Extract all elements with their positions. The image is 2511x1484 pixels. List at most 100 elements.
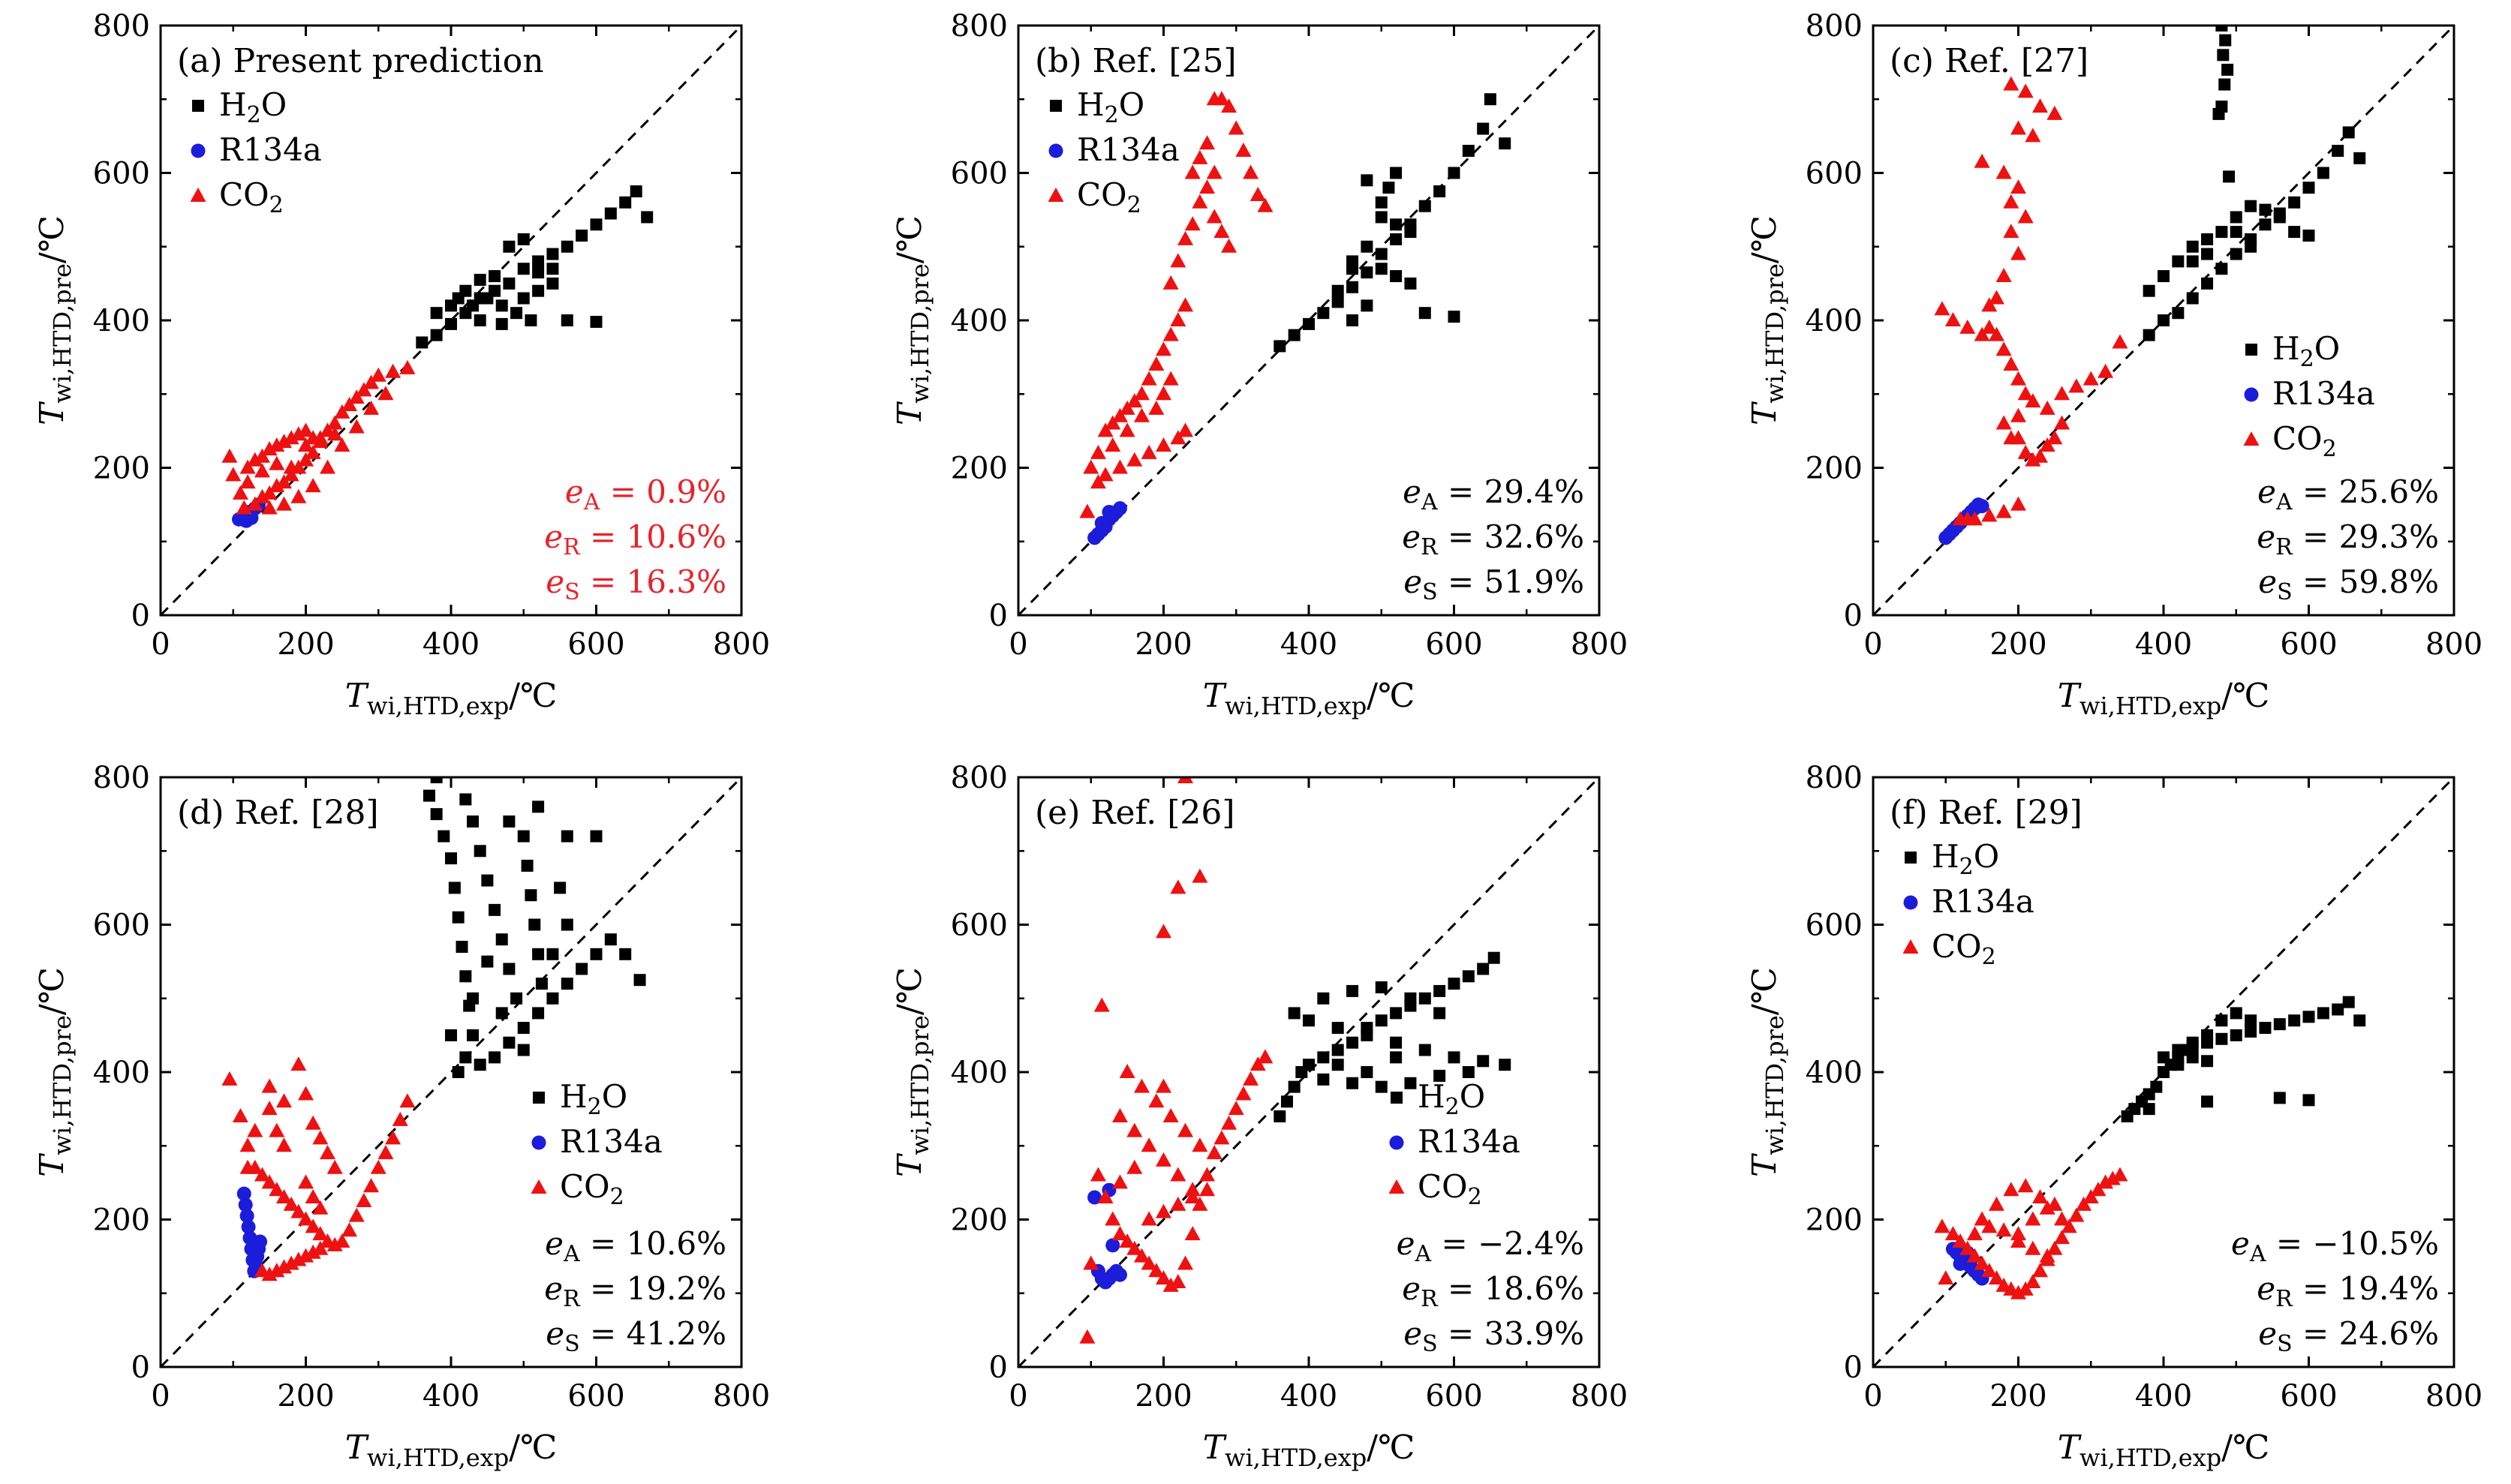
point-co2-18 — [2061, 1218, 2077, 1233]
point-co2-20 — [2076, 1196, 2092, 1211]
point-h2o-14 — [619, 196, 632, 209]
point-co2-29 — [1206, 209, 1222, 224]
point-h2o-1 — [430, 329, 443, 341]
stat-s: eS = 51.9% — [1403, 563, 1584, 605]
point-co2-13 — [2025, 1274, 2041, 1289]
point-co2-36 — [1966, 1226, 1983, 1241]
point-co2-45 — [1959, 511, 1976, 526]
point-legend-co2-0 — [1048, 188, 1064, 202]
point-h2o-31 — [1346, 263, 1359, 275]
point-h2o-18 — [1375, 196, 1388, 209]
point-co2-39 — [334, 437, 350, 452]
point-co2-6 — [1119, 400, 1135, 415]
point-h2o-0 — [423, 789, 435, 802]
point-h2o-29 — [2201, 1095, 2214, 1108]
point-h2o-40 — [1390, 1051, 1403, 1064]
point-co2-2 — [1090, 444, 1106, 459]
panel-title: (c) Ref. [27] — [1890, 42, 2088, 80]
legend-item-r134a: R134a — [191, 131, 322, 168]
point-h2o-20 — [2201, 233, 2214, 245]
y-tick-label: 800 — [951, 761, 1008, 795]
point-h2o-19 — [2186, 240, 2199, 253]
point-co2-44 — [275, 1137, 292, 1152]
point-co2-38 — [2046, 430, 2063, 445]
y-tick-label: 0 — [1844, 599, 1863, 633]
point-co2-7 — [275, 1189, 292, 1204]
point-co2-41 — [312, 1240, 329, 1255]
point-h2o-15 — [517, 1022, 530, 1035]
y-tick-label: 0 — [989, 599, 1008, 633]
point-h2o-47 — [467, 992, 480, 1005]
point-co2-32 — [385, 363, 401, 378]
point-h2o-34 — [521, 859, 534, 872]
point-h2o-5 — [452, 911, 465, 924]
point-co2-31 — [1111, 1107, 1128, 1122]
reference-line-y-equals-x — [1872, 24, 2455, 617]
panel-c: 00 200 200 400 400 600 600 800 800 Twi,HTD,exp/℃ T… — [1746, 9, 2482, 720]
stat-r: eR = 18.6% — [1402, 1270, 1584, 1312]
point-h2o-7 — [459, 970, 472, 983]
point-r134a-11 — [253, 1234, 268, 1249]
x-tick-label: 600 — [1425, 627, 1482, 662]
point-co2-31 — [1988, 290, 2004, 305]
point-h2o-31 — [503, 963, 516, 975]
point-co2-46 — [1995, 415, 2012, 430]
y-tick-label: 400 — [93, 304, 150, 338]
x-tick-label: 600 — [567, 627, 624, 662]
point-r134a-8 — [1094, 515, 1109, 530]
point-legend-h2o-0 — [1050, 100, 1062, 112]
point-h2o-32 — [510, 992, 523, 1005]
point-h2o-4 — [2201, 277, 2214, 290]
point-co2-2 — [232, 485, 248, 500]
x-tick-label: 200 — [277, 1379, 334, 1413]
point-co2-16 — [341, 1222, 358, 1237]
point-h2o-20 — [1404, 226, 1417, 239]
legend-item-co2: CO2 — [1388, 1168, 1482, 1210]
point-h2o-38 — [2230, 226, 2242, 239]
point-h2o-36 — [1433, 1069, 1446, 1082]
point-h2o-30 — [474, 314, 486, 326]
data-points — [1079, 91, 1511, 545]
point-h2o-5 — [2215, 263, 2228, 275]
legend-item-co2: CO2 — [1048, 176, 1141, 218]
point-co2-10 — [2025, 393, 2041, 408]
point-h2o-30 — [2273, 1092, 2286, 1104]
point-co2-21 — [377, 1145, 394, 1160]
point-co2-8 — [269, 437, 285, 452]
point-h2o-9 — [467, 1029, 480, 1041]
point-h2o-35 — [525, 889, 537, 902]
point-co2-39 — [2010, 1233, 2026, 1248]
reference-line-y-equals-x — [159, 24, 743, 617]
point-co2-31 — [370, 367, 386, 382]
point-h2o-32 — [1375, 211, 1388, 224]
point-h2o-12 — [590, 218, 603, 231]
point-co2-32 — [1126, 1122, 1143, 1137]
x-axis-title: Twi,HTD,exp/℃ — [345, 1428, 558, 1472]
point-co2-26 — [1974, 1211, 1990, 1226]
point-co2-5 — [247, 452, 263, 467]
point-co2-32 — [1177, 422, 1194, 437]
point-r134a-0 — [236, 1186, 251, 1201]
x-tick-label: 800 — [2425, 627, 2482, 662]
point-co2-40 — [348, 419, 365, 434]
point-co2-26 — [1257, 1049, 1274, 1064]
point-co2-46 — [1184, 1189, 1201, 1204]
point-co2-12 — [2054, 386, 2070, 401]
stat-r: eR = 19.2% — [544, 1270, 726, 1312]
point-h2o-17 — [1361, 174, 1373, 187]
point-co2-8 — [1126, 1240, 1143, 1255]
stat-s: eS = 33.9% — [1403, 1315, 1584, 1357]
y-tick-label: 400 — [951, 304, 1008, 338]
point-co2-0 — [221, 1071, 238, 1086]
point-h2o-10 — [1418, 200, 1431, 212]
point-h2o-33 — [481, 292, 494, 305]
point-h2o-23 — [2172, 1044, 2185, 1056]
point-co2-1 — [225, 467, 242, 482]
reference-line-y-equals-x — [1017, 24, 1601, 617]
point-h2o-23 — [1361, 1029, 1373, 1041]
y-tick-label: 400 — [1806, 1056, 1863, 1090]
point-co2-30 — [1995, 268, 2012, 283]
reference-line-y-equals-x — [1872, 776, 2455, 1368]
point-co2-38 — [320, 459, 336, 474]
